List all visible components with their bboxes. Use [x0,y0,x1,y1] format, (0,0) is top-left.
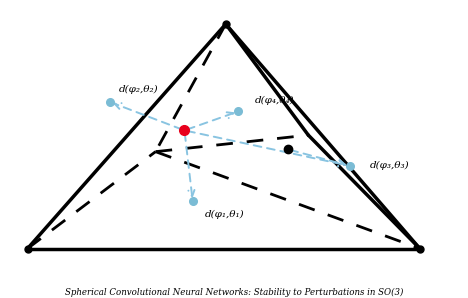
Text: d(φ₂,θ₂): d(φ₂,θ₂) [118,84,158,94]
Text: Spherical Convolutional Neural Networks: Stability to Perturbations in SO(3): Spherical Convolutional Neural Networks:… [65,288,403,297]
Text: d(φ₄,θ₄): d(φ₄,θ₄) [255,96,294,105]
Text: d(φ₁,θ₁): d(φ₁,θ₁) [205,210,245,219]
Text: d(φ₃,θ₃): d(φ₃,θ₃) [370,161,410,170]
